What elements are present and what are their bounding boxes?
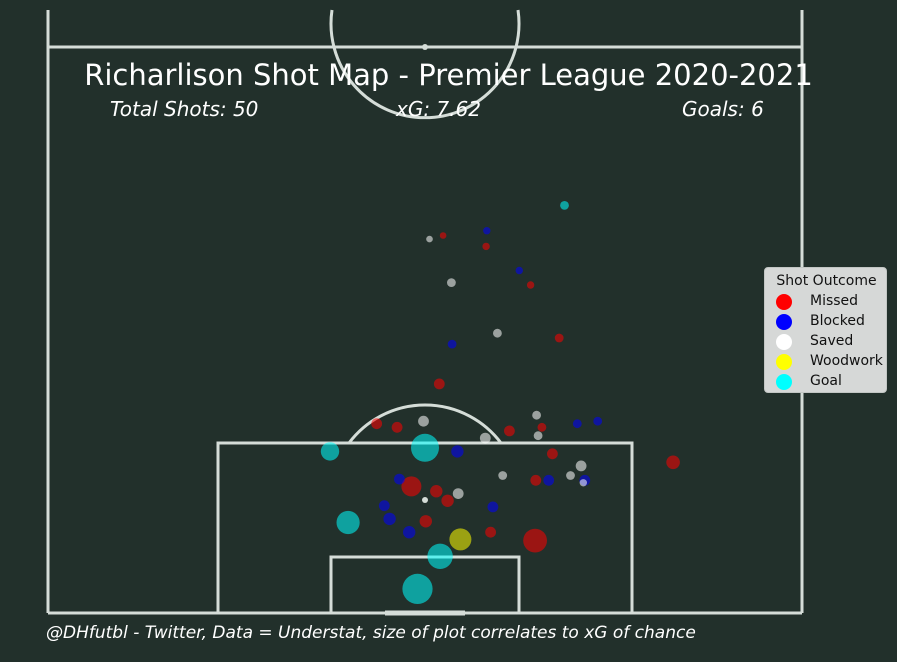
legend-title: Shot Outcome	[776, 273, 877, 289]
legend-label-saved: Saved	[810, 333, 854, 349]
shot-point-saved	[566, 471, 575, 480]
legend-swatch-missed	[776, 294, 792, 310]
legend-swatch-goal	[776, 374, 792, 390]
total-shots-stat: Total Shots: 50	[110, 97, 259, 121]
shot-point-missed	[485, 526, 496, 538]
shot-point-missed	[401, 476, 422, 497]
shot-point-blocked	[451, 445, 464, 458]
shot-point-blocked	[394, 473, 405, 485]
shot-point-missed	[439, 232, 447, 239]
shot-point-blocked	[593, 416, 603, 426]
legend: Shot Outcome Missed Blocked Saved Woodwo…	[764, 267, 887, 393]
shot-point-missed	[523, 528, 547, 553]
shot-point-saved	[493, 328, 502, 338]
shot-point-blocked	[483, 227, 491, 235]
shot-point-blocked	[572, 419, 582, 429]
shot-point-saved	[498, 471, 508, 480]
chart-title: Richarlison Shot Map - Premier League 20…	[84, 58, 813, 92]
shot-point-missed	[430, 485, 443, 498]
shot-point-goal	[411, 433, 439, 462]
shot-point-missed	[554, 333, 564, 343]
shot-point-missed	[371, 418, 383, 430]
legend-label-missed: Missed	[810, 293, 859, 309]
shot-point-missed	[482, 242, 490, 251]
legend-swatch-blocked	[776, 314, 792, 330]
shot-point-woodwork	[449, 528, 472, 551]
legend-swatch-saved	[776, 334, 792, 350]
legend-label-goal: Goal	[810, 373, 842, 389]
shot-point-blocked	[543, 474, 555, 486]
shot-point-missed	[441, 494, 454, 507]
legend-label-woodwork: Woodwork	[810, 353, 883, 369]
shot-point-missed	[666, 455, 680, 470]
shot-point-goal	[320, 442, 340, 461]
shot-point-missed	[433, 378, 445, 390]
shot-point-saved	[426, 235, 433, 243]
shot-point-saved	[479, 432, 491, 444]
shot-point-blocked	[378, 500, 390, 512]
shot-point-missed	[391, 421, 403, 433]
shot-point-blocked	[515, 266, 523, 275]
legend-swatch-woodwork	[776, 354, 792, 370]
shot-point-missed	[537, 422, 547, 432]
shot-point-blocked	[403, 526, 416, 539]
shot-point-goal	[402, 573, 433, 605]
shot-point-missed	[419, 515, 432, 528]
shot-point-missed	[547, 448, 558, 460]
centre-spot	[422, 44, 428, 50]
shot-point-saved	[575, 460, 587, 472]
legend-label-blocked: Blocked	[810, 313, 865, 329]
xg-stat: xG: 7.62	[396, 97, 481, 121]
shot-point-missed	[526, 281, 535, 289]
shots-layer	[320, 201, 680, 605]
shot-point-saved	[533, 431, 543, 441]
shot-point-blocked	[447, 339, 457, 349]
shot-point-goal	[336, 510, 360, 535]
credit-footnote: @DHfutbl - Twitter, Data = Understat, si…	[46, 623, 696, 643]
shot-point-saved	[418, 415, 429, 427]
shot-point-goal	[560, 201, 569, 210]
penalty-arc	[347, 403, 503, 444]
shot-point-saved	[447, 278, 456, 287]
penalty-spot	[422, 497, 428, 503]
centre-circle	[329, 9, 521, 120]
shot-point-blocked	[383, 512, 396, 526]
shot-point-blocked	[487, 501, 499, 513]
shot-point-missed	[504, 425, 515, 437]
shot-point-saved	[452, 488, 464, 499]
shot-point-goal	[427, 543, 453, 569]
shot-point-missed	[530, 474, 542, 486]
goals-stat: Goals: 6	[682, 97, 764, 121]
shot-point-saved	[579, 479, 587, 487]
shot-point-saved	[532, 410, 541, 420]
